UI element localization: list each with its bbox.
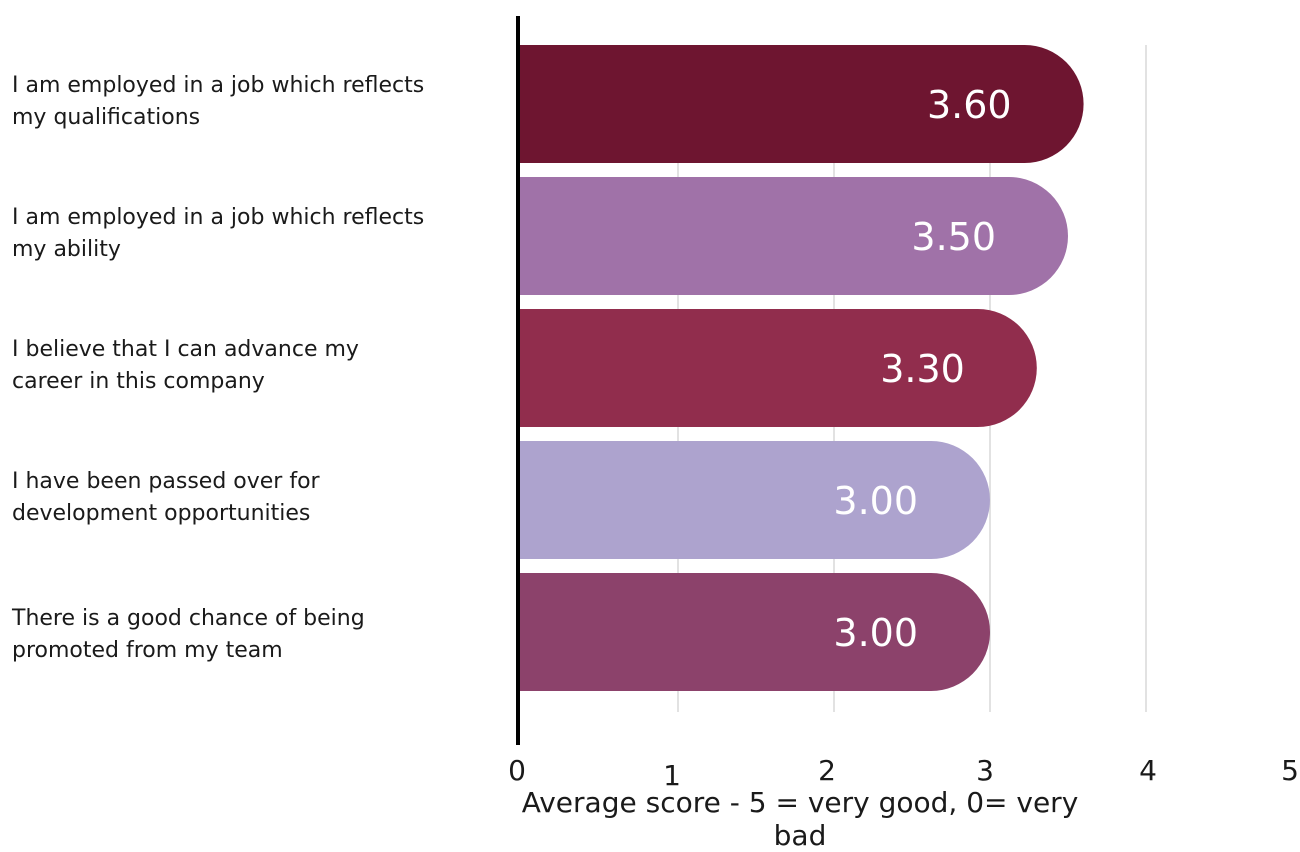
data-label: 3.60 <box>927 83 1012 127</box>
bar <box>520 309 1037 427</box>
data-label: 3.00 <box>833 479 918 523</box>
category-label: There is a good chance of being promoted … <box>12 603 512 667</box>
category-label: I believe that I can advance my career in… <box>12 334 512 398</box>
category-label-line: my qualifications <box>12 105 201 130</box>
bar <box>520 441 990 559</box>
category-label-line: my ability <box>12 237 121 262</box>
category-label-line: career in this company <box>12 369 265 394</box>
category-label-line: I am employed in a job which reflects <box>12 205 425 230</box>
category-label: I have been passed over for development o… <box>12 466 512 530</box>
x-tick-label: 1 <box>663 759 681 792</box>
category-label-line: development opportunities <box>12 501 311 526</box>
x-tick-label: 4 <box>1139 754 1157 787</box>
data-label: 3.00 <box>833 611 918 655</box>
category-label: I am employed in a job which reflects my … <box>12 70 512 134</box>
category-label-line: promoted from my team <box>12 638 283 663</box>
category-label-line: I have been passed over for <box>12 469 320 494</box>
x-tick-label: 3 <box>976 754 994 787</box>
x-tick-label: 5 <box>1281 754 1299 787</box>
data-label: 3.30 <box>880 347 965 391</box>
category-label-line: I believe that I can advance my <box>12 337 359 362</box>
bar <box>520 45 1084 163</box>
category-label: I am employed in a job which reflects my … <box>12 202 512 266</box>
x-tick-label: 2 <box>818 754 836 787</box>
x-tick-label: 0 <box>508 754 526 787</box>
category-label-line: I am employed in a job which reflects <box>12 73 425 98</box>
bar <box>520 177 1068 295</box>
data-label: 3.50 <box>911 215 996 259</box>
x-axis-title: Average score - 5 = very good, 0= very b… <box>521 786 1079 852</box>
category-label-line: There is a good chance of being <box>12 606 365 631</box>
bar <box>520 573 990 691</box>
